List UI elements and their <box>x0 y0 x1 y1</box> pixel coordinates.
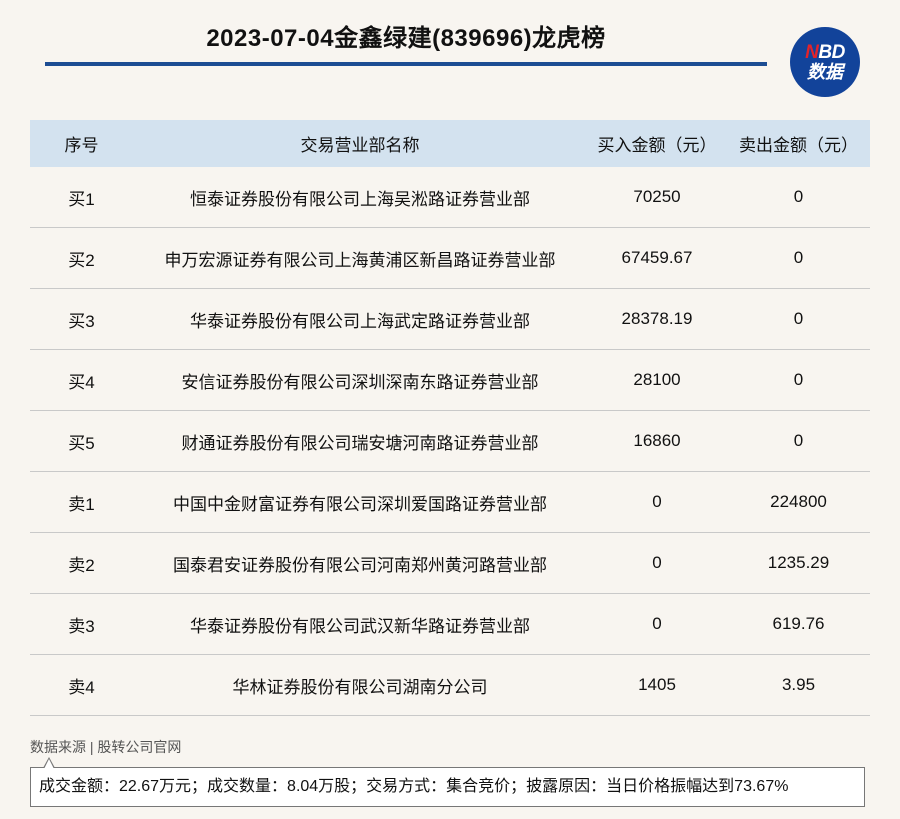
trade-summary-box: 成交金额：22.67万元；成交数量：8.04万股；交易方式：集合竞价；披露原因：… <box>30 757 865 807</box>
row-seq: 买2 <box>30 227 133 289</box>
logo-top-text: NBD <box>805 43 845 62</box>
trade-summary-text: 成交金额：22.67万元；成交数量：8.04万股；交易方式：集合竞价；披露原因：… <box>39 778 789 795</box>
row-broker-name: 恒泰证券股份有限公司上海吴淞路证券营业部 <box>133 167 587 228</box>
row-seq: 卖2 <box>30 532 133 594</box>
table-row: 卖4 华林证券股份有限公司湖南分公司 1405 3.95 <box>30 654 870 716</box>
row-sell-amount: 0 <box>727 288 870 350</box>
row-broker-name: 华泰证券股份有限公司武汉新华路证券营业部 <box>133 593 587 655</box>
row-broker-name: 申万宏源证券有限公司上海黄浦区新昌路证券营业部 <box>133 227 587 289</box>
table-row: 卖3 华泰证券股份有限公司武汉新华路证券营业部 0 619.76 <box>30 593 870 655</box>
nbd-logo: NBD 数据 <box>790 27 860 97</box>
row-broker-name: 华泰证券股份有限公司上海武定路证券营业部 <box>133 288 587 350</box>
row-sell-amount: 3.95 <box>727 654 870 716</box>
table-row: 买3 华泰证券股份有限公司上海武定路证券营业部 28378.19 0 <box>30 288 870 350</box>
row-buy-amount: 0 <box>587 532 727 594</box>
row-seq: 卖3 <box>30 593 133 655</box>
table-row: 买1 恒泰证券股份有限公司上海吴淞路证券营业部 70250 0 <box>30 167 870 228</box>
row-sell-amount: 1235.29 <box>727 532 870 594</box>
table-row: 买4 安信证券股份有限公司深圳深南东路证券营业部 28100 0 <box>30 349 870 411</box>
row-seq: 买1 <box>30 167 133 228</box>
logo-bottom-text: 数据 <box>807 62 843 82</box>
row-sell-amount: 619.76 <box>727 593 870 655</box>
row-broker-name: 安信证券股份有限公司深圳深南东路证券营业部 <box>133 349 587 411</box>
row-buy-amount: 1405 <box>587 654 727 716</box>
row-seq: 买5 <box>30 410 133 472</box>
row-buy-amount: 28378.19 <box>587 288 727 350</box>
row-sell-amount: 224800 <box>727 471 870 533</box>
row-seq: 卖4 <box>30 654 133 716</box>
table-row: 买2 申万宏源证券有限公司上海黄浦区新昌路证券营业部 67459.67 0 <box>30 227 870 289</box>
table-row: 买5 财通证券股份有限公司瑞安塘河南路证券营业部 16860 0 <box>30 410 870 472</box>
row-sell-amount: 0 <box>727 349 870 411</box>
row-buy-amount: 67459.67 <box>587 227 727 289</box>
logo-n-letter: N <box>805 42 819 63</box>
column-header-name: 交易营业部名称 <box>133 120 587 167</box>
row-sell-amount: 0 <box>727 167 870 228</box>
row-broker-name: 华林证券股份有限公司湖南分公司 <box>133 654 587 716</box>
table-row: 卖2 国泰君安证券股份有限公司河南郑州黄河路营业部 0 1235.29 <box>30 532 870 594</box>
row-buy-amount: 16860 <box>587 410 727 472</box>
table-header-row: 序号 交易营业部名称 买入金额（元） 卖出金额（元） <box>30 120 870 167</box>
row-broker-name: 国泰君安证券股份有限公司河南郑州黄河路营业部 <box>133 532 587 594</box>
row-broker-name: 财通证券股份有限公司瑞安塘河南路证券营业部 <box>133 410 587 472</box>
row-seq: 买4 <box>30 349 133 411</box>
logo-bd-letters: BD <box>818 42 845 63</box>
dragon-tiger-table: 序号 交易营业部名称 买入金额（元） 卖出金额（元） 买1 恒泰证券股份有限公司… <box>30 120 870 716</box>
row-broker-name: 中国中金财富证券有限公司深圳爱国路证券营业部 <box>133 471 587 533</box>
column-header-buy: 买入金额（元） <box>587 120 727 167</box>
row-buy-amount: 70250 <box>587 167 727 228</box>
data-source-note: 数据来源 | 股转公司官网 <box>30 739 182 755</box>
row-buy-amount: 0 <box>587 471 727 533</box>
row-seq: 卖1 <box>30 471 133 533</box>
page-title: 2023-07-04金鑫绿建(839696)龙虎榜 <box>206 25 606 52</box>
column-header-sell: 卖出金额（元） <box>727 120 870 167</box>
row-seq: 买3 <box>30 288 133 350</box>
row-sell-amount: 0 <box>727 410 870 472</box>
row-buy-amount: 28100 <box>587 349 727 411</box>
callout-pointer-fill <box>44 759 54 769</box>
column-header-seq: 序号 <box>30 120 133 167</box>
row-sell-amount: 0 <box>727 227 870 289</box>
row-buy-amount: 0 <box>587 593 727 655</box>
table-row: 卖1 中国中金财富证券有限公司深圳爱国路证券营业部 0 224800 <box>30 471 870 533</box>
title-underline <box>45 62 767 66</box>
